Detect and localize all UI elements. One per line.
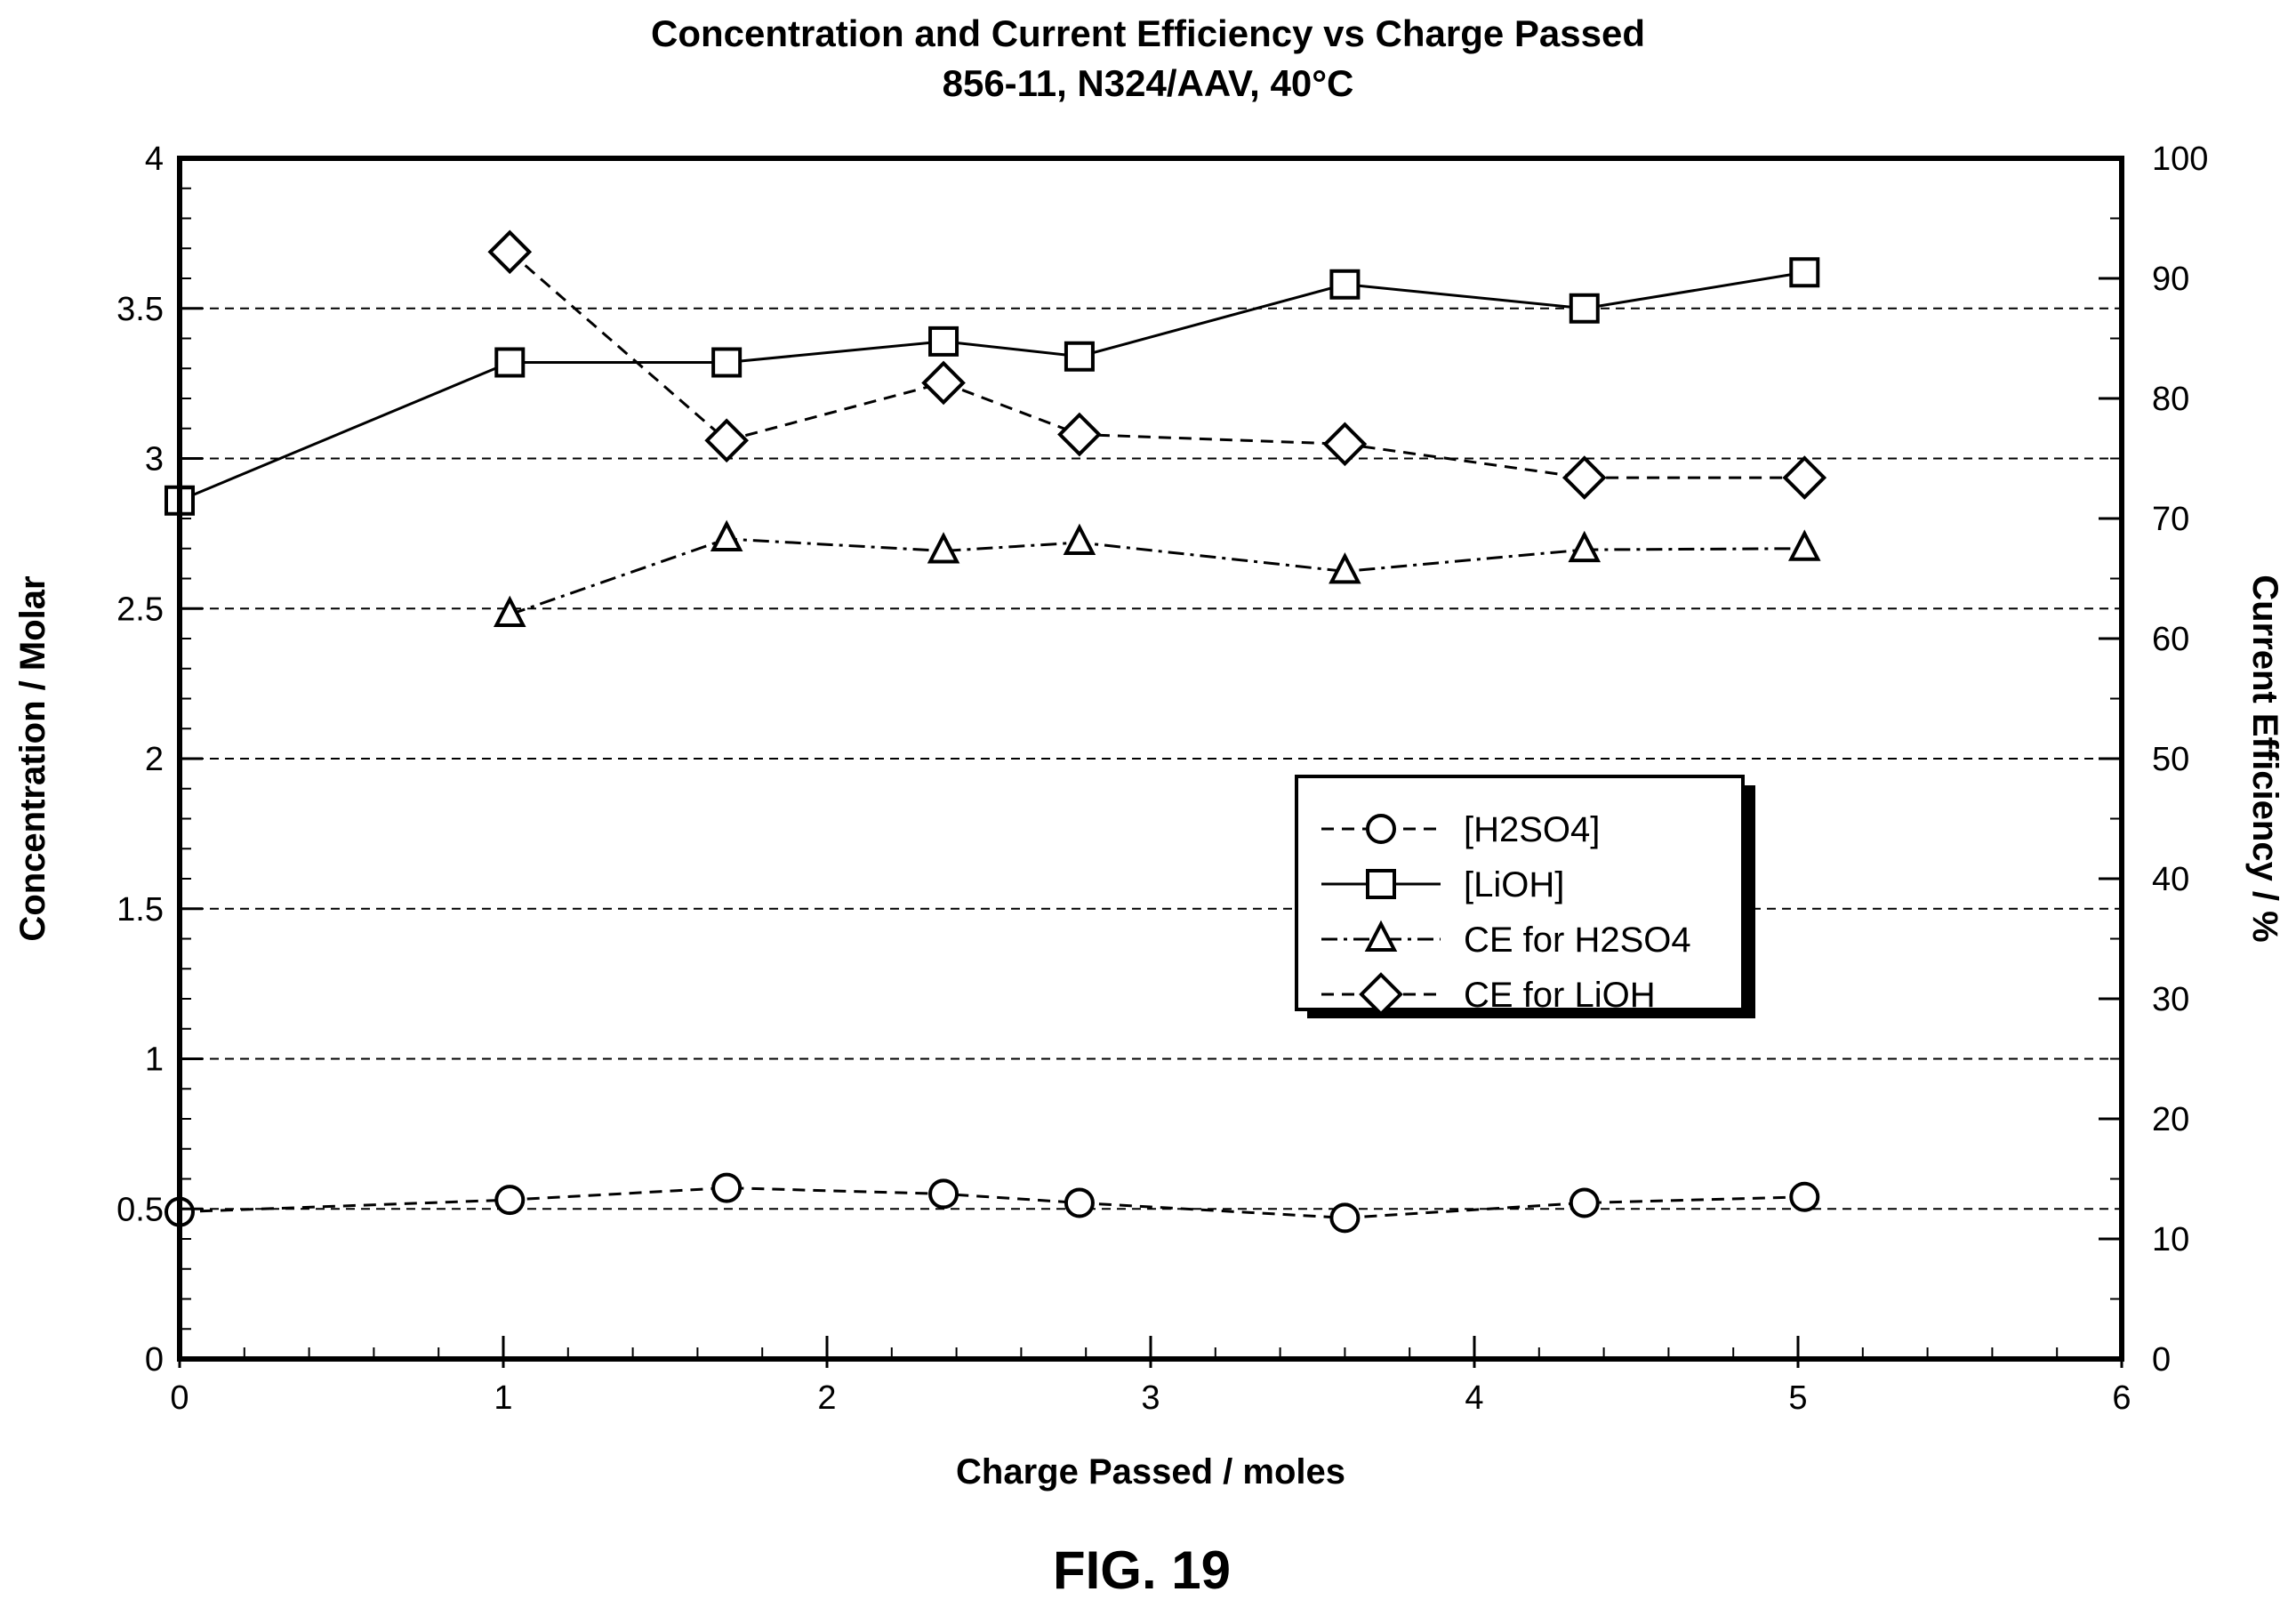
legend-marker [1359,972,1403,1017]
legend: [H2SO4] [LiOH] CE for H2SO4 CE for LiOH [1295,775,1755,1018]
series-line [179,270,1805,502]
series-line [179,1186,1805,1219]
y-tick-label: 4 [145,141,164,178]
x-tick-label: 0 [170,1379,189,1417]
data-point [1569,1187,1600,1218]
y-tick-label: 0.5 [116,1191,164,1228]
data-point [704,418,749,463]
y2-tick-label: 70 [2152,501,2189,538]
data-point [1329,552,1361,584]
data-point [1063,523,1096,555]
y2-tick-label: 90 [2152,261,2189,298]
figure-label: FIG. 19 [1053,1540,1231,1600]
x-tick-label: 3 [1141,1379,1160,1417]
series-line [509,251,1805,479]
y-tick-label: 2 [145,741,164,778]
y-tick-label: 0 [145,1341,164,1379]
x-tick-label: 1 [494,1379,512,1417]
data-point [1569,293,1600,324]
y2-tick-label: 50 [2152,741,2189,778]
x-tick-label: 2 [817,1379,836,1417]
data-point [927,532,960,564]
y-axis-right: 0 10 20 30 40 50 60 70 80 90 100 [2099,141,2208,1379]
y2-tick-label: 100 [2152,141,2208,178]
data-point [1064,341,1095,372]
data-point [1064,1187,1095,1218]
data-point [494,1185,526,1216]
data-point [1561,455,1607,500]
x-axis-title: Charge Passed / moles [956,1452,1345,1491]
data-point [1789,1181,1820,1212]
data-point [1329,269,1361,300]
data-point [487,229,533,275]
y-axis-title: Concentration / Molar [13,575,52,941]
data-point [494,347,526,378]
data-point [493,595,526,627]
data-point [1322,422,1368,467]
legend-label: CE for H2SO4 [1464,921,1691,960]
x-axis: 0 1 2 3 4 5 6 [170,1336,2131,1417]
y-tick-label: 2.5 [116,591,164,628]
y2-tick-label: 60 [2152,621,2189,658]
data-point [1787,529,1821,561]
y-tick-label: 1 [145,1041,164,1079]
data-point [711,347,743,378]
y-tick-label: 3.5 [116,291,164,328]
legend-marker [1364,920,1398,952]
series-0 [165,1172,1820,1234]
y-axis-left: 0 0.5 1 1.5 2 2.5 3 3.5 4 [116,141,203,1379]
data-point [711,1172,743,1203]
chart-subtitle: 856-11, N324/AAV, 40°C [943,62,1354,104]
y2-axis-title: Current Efficiency / % [2245,575,2284,942]
legend-label: [LiOH] [1464,865,1564,904]
series-3 [487,229,1827,500]
data-point [1782,455,1827,500]
data-point [921,360,966,406]
data-point [710,519,743,551]
series-2 [493,519,1821,627]
y2-tick-label: 30 [2152,981,2189,1018]
y-tick-label: 3 [145,441,164,478]
chart-title: Concentration and Current Efficiency vs … [651,12,1645,54]
legend-marker [1366,814,1396,844]
data-point [1789,257,1820,288]
data-point [1568,530,1602,563]
y2-tick-label: 80 [2152,381,2189,418]
y2-tick-label: 10 [2152,1221,2189,1258]
y2-tick-label: 0 [2152,1341,2171,1379]
gridlines [180,307,2122,1210]
series-line [509,537,1805,616]
data-point [1329,1202,1361,1234]
x-tick-label: 6 [2112,1379,2131,1417]
x-tick-label: 5 [1788,1379,1807,1417]
y-tick-label: 1.5 [116,891,164,929]
legend-label: [H2SO4] [1464,810,1600,849]
data-point [1057,412,1102,457]
x-tick-label: 4 [1465,1379,1483,1417]
y2-tick-label: 20 [2152,1101,2189,1138]
data-point [928,326,959,357]
data-point [928,1178,959,1210]
series-layer [165,229,1827,1234]
legend-label: CE for LiOH [1464,976,1656,1015]
y2-tick-label: 40 [2152,861,2189,898]
legend-marker [1366,869,1396,899]
